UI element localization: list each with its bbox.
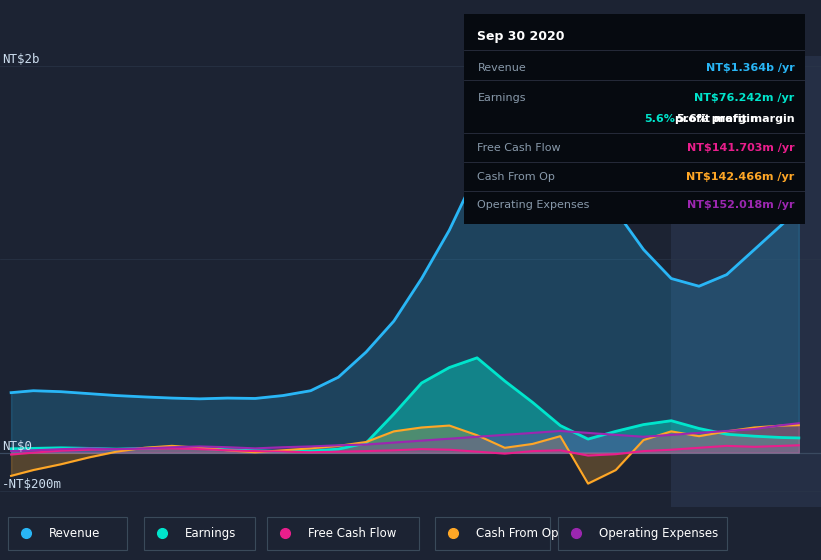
FancyBboxPatch shape: [267, 517, 419, 550]
Text: NT$141.703m /yr: NT$141.703m /yr: [686, 143, 795, 153]
Text: -NT$200m: -NT$200m: [2, 478, 62, 491]
Text: Free Cash Flow: Free Cash Flow: [478, 143, 561, 153]
Text: NT$142.466m /yr: NT$142.466m /yr: [686, 172, 795, 182]
FancyBboxPatch shape: [8, 517, 127, 550]
Text: 5.6% profit margin: 5.6% profit margin: [677, 114, 795, 124]
Text: Cash From Op: Cash From Op: [478, 172, 555, 182]
Text: Operating Expenses: Operating Expenses: [599, 527, 718, 540]
Text: profit margin: profit margin: [675, 114, 758, 124]
Text: Revenue: Revenue: [478, 63, 526, 73]
Text: Earnings: Earnings: [478, 93, 526, 103]
Text: NT$152.018m /yr: NT$152.018m /yr: [687, 200, 795, 210]
Text: 5.6%: 5.6%: [644, 114, 676, 124]
Text: Free Cash Flow: Free Cash Flow: [308, 527, 397, 540]
Text: Revenue: Revenue: [49, 527, 101, 540]
Text: NT$1.364b /yr: NT$1.364b /yr: [705, 63, 795, 73]
FancyBboxPatch shape: [558, 517, 727, 550]
Bar: [672, 56, 821, 507]
FancyBboxPatch shape: [435, 517, 550, 550]
Text: Operating Expenses: Operating Expenses: [478, 200, 589, 210]
Text: Earnings: Earnings: [185, 527, 236, 540]
FancyBboxPatch shape: [144, 517, 255, 550]
Text: NT$2b: NT$2b: [2, 53, 39, 66]
Text: Cash From Op: Cash From Op: [476, 527, 558, 540]
Text: NT$0: NT$0: [2, 440, 32, 452]
Text: NT$76.242m /yr: NT$76.242m /yr: [694, 93, 795, 103]
Text: Sep 30 2020: Sep 30 2020: [478, 30, 565, 43]
